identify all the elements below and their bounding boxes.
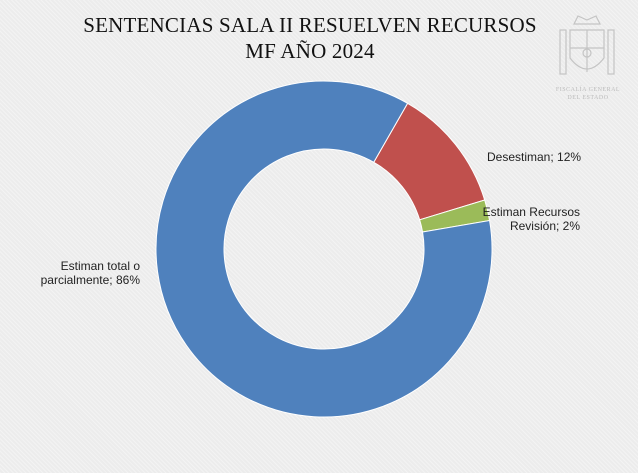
slice-label-3-line-1: Estiman total o xyxy=(61,259,141,273)
logo-text-line-1: FISCALÍA GENERAL xyxy=(555,87,621,93)
logo-text: FISCALÍA GENERAL DEL ESTADO xyxy=(548,86,628,102)
chart-title-line-2: MF AÑO 2024 xyxy=(245,39,375,63)
chart-title-line-1: SENTENCIAS SALA II RESUELVEN RECURSOS xyxy=(83,13,537,37)
slice-label-1-line-1: Desestiman; 12% xyxy=(487,150,581,164)
chart-title: SENTENCIAS SALA II RESUELVEN RECURSOS MF… xyxy=(40,12,580,64)
slice-label-2-line-2: Revisión; 2% xyxy=(510,219,580,233)
slice-label-2: Estiman Recursos Revisión; 2% xyxy=(483,205,581,233)
logo-text-line-2: DEL ESTADO xyxy=(567,95,609,101)
slice-label-3-line-2: parcialmente; 86% xyxy=(41,273,141,287)
coat-of-arms-icon xyxy=(559,15,615,75)
slice-label-2-line-1: Estiman Recursos xyxy=(483,205,580,219)
slice-label-1: Desestiman; 12% xyxy=(487,150,581,164)
donut-slice-3 xyxy=(155,80,493,418)
slice-label-3: Estiman total o parcialmente; 86% xyxy=(41,259,141,287)
